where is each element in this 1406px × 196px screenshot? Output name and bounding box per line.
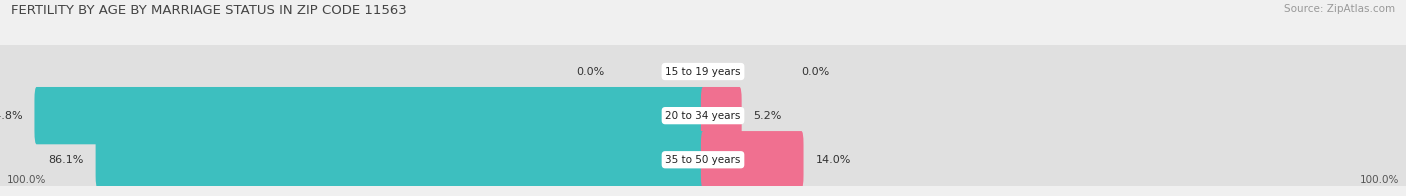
- FancyBboxPatch shape: [0, 43, 704, 100]
- Text: 86.1%: 86.1%: [48, 155, 84, 165]
- Text: 5.2%: 5.2%: [754, 111, 782, 121]
- Text: 100.0%: 100.0%: [7, 175, 46, 185]
- FancyBboxPatch shape: [96, 131, 704, 188]
- FancyBboxPatch shape: [700, 87, 742, 144]
- FancyBboxPatch shape: [0, 131, 704, 188]
- Text: 0.0%: 0.0%: [576, 66, 605, 77]
- Text: 100.0%: 100.0%: [1360, 175, 1399, 185]
- FancyBboxPatch shape: [700, 87, 1406, 144]
- FancyBboxPatch shape: [700, 131, 1406, 188]
- Text: 15 to 19 years: 15 to 19 years: [665, 66, 741, 77]
- FancyBboxPatch shape: [700, 131, 804, 188]
- Text: FERTILITY BY AGE BY MARRIAGE STATUS IN ZIP CODE 11563: FERTILITY BY AGE BY MARRIAGE STATUS IN Z…: [11, 4, 406, 17]
- Text: 35 to 50 years: 35 to 50 years: [665, 155, 741, 165]
- Text: 0.0%: 0.0%: [801, 66, 830, 77]
- Text: Source: ZipAtlas.com: Source: ZipAtlas.com: [1284, 4, 1395, 14]
- Text: 94.8%: 94.8%: [0, 111, 22, 121]
- FancyBboxPatch shape: [35, 87, 704, 144]
- Text: 20 to 34 years: 20 to 34 years: [665, 111, 741, 121]
- FancyBboxPatch shape: [0, 87, 704, 144]
- Text: 14.0%: 14.0%: [815, 155, 851, 165]
- FancyBboxPatch shape: [700, 43, 1406, 100]
